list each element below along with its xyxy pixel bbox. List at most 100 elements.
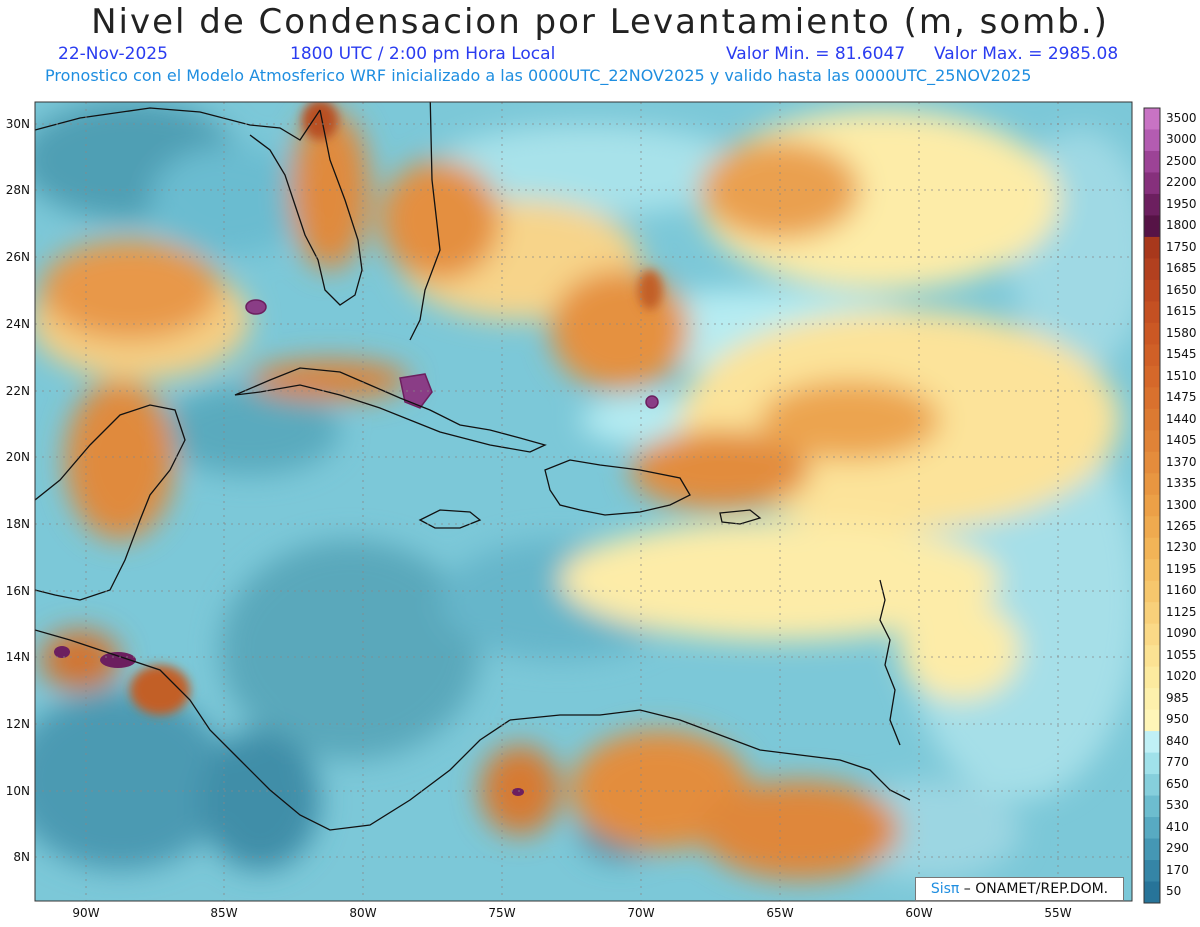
colorbar-cell: [1144, 408, 1160, 431]
colorbar-level-label: 170: [1166, 862, 1189, 877]
lon-label: 90W: [72, 906, 99, 920]
colorbar-level-label: 1125: [1166, 604, 1197, 619]
colorbar-level-label: 1800: [1166, 218, 1197, 233]
colorbar-level-label: 1440: [1166, 411, 1197, 426]
colorbar-level-label: 1685: [1166, 261, 1197, 276]
min-value: Valor Min. = 81.6047: [726, 44, 906, 64]
colorbar-level-label: 770: [1166, 755, 1189, 770]
colorbar-level-label: 1195: [1166, 561, 1197, 576]
colorbar-cell: [1144, 881, 1160, 904]
lat-label: 26N: [6, 250, 30, 264]
forecast-note: Pronostico con el Modelo Atmosferico WRF…: [45, 66, 1032, 85]
colorbar-level-label: 290: [1166, 841, 1189, 856]
colorbar-cell: [1144, 236, 1160, 259]
colorbar-level-label: 1650: [1166, 282, 1197, 297]
lon-label: 75W: [488, 906, 515, 920]
lat-label: 12N: [6, 717, 30, 731]
colorbar-level-label: 1750: [1166, 239, 1197, 254]
lat-label: 22N: [6, 384, 30, 398]
colorbar-level-label: 2200: [1166, 175, 1197, 190]
colorbar-cell: [1144, 258, 1160, 281]
colorbar-cell: [1144, 451, 1160, 474]
longitude-labels: 90W 85W 80W 75W 70W 65W 60W 55W: [72, 906, 1071, 920]
colorbar-cell: [1144, 193, 1160, 216]
colorbar-level-label: 2500: [1166, 153, 1197, 168]
colorbar-cell: [1144, 387, 1160, 410]
credit-box: Sisπ – ONAMET/REP.DOM.: [915, 877, 1124, 901]
lat-label: 24N: [6, 317, 30, 331]
colorbar-cell: [1144, 688, 1160, 711]
colorbar-level-label: 1230: [1166, 540, 1197, 555]
colorbar-cell: [1144, 774, 1160, 797]
colorbar-cell: [1144, 129, 1160, 152]
colorbar-level-label: 1950: [1166, 196, 1197, 211]
colorbar-level-label: 1160: [1166, 583, 1197, 598]
colorbar-level-label: 950: [1166, 712, 1189, 727]
colorbar-cell: [1144, 580, 1160, 603]
lat-label: 28N: [6, 183, 30, 197]
colorbar-cell: [1144, 215, 1160, 238]
colorbar-cell: [1144, 279, 1160, 302]
lon-label: 60W: [905, 906, 932, 920]
colorbar-cell: [1144, 559, 1160, 582]
colorbar-cell: [1144, 473, 1160, 496]
colorbar-level-label: 1020: [1166, 669, 1197, 684]
colorbar-cell: [1144, 709, 1160, 732]
colorbar-cell: [1144, 537, 1160, 560]
colorbar-level-label: 1545: [1166, 347, 1197, 362]
colorbar-level-label: 1510: [1166, 368, 1197, 383]
colorbar-level-label: 1055: [1166, 647, 1197, 662]
colorbar-cell: [1144, 365, 1160, 388]
colorbar-cell: [1144, 494, 1160, 517]
colorbar-level-label: 1580: [1166, 325, 1197, 340]
graticule: [35, 102, 1132, 901]
colorbar-cell: [1144, 602, 1160, 625]
colorbar-cell: [1144, 516, 1160, 539]
colorbar-cell: [1144, 172, 1160, 195]
colorbar-level-label: 840: [1166, 733, 1189, 748]
lat-label: 8N: [13, 850, 30, 864]
colorbar-cell: [1144, 301, 1160, 324]
colorbar-level-label: 410: [1166, 819, 1189, 834]
sispi-logo: Sisπ: [930, 881, 960, 897]
colorbar-level-label: 1405: [1166, 433, 1197, 448]
lon-label: 55W: [1044, 906, 1071, 920]
colorbar-cell: [1144, 430, 1160, 453]
colorbar-cell: [1144, 322, 1160, 345]
colorbar-level-label: 1090: [1166, 626, 1197, 641]
colorbar-level-label: 530: [1166, 798, 1189, 813]
colorbar-level-label: 1300: [1166, 497, 1197, 512]
lat-label: 20N: [6, 450, 30, 464]
lat-label: 30N: [6, 117, 30, 131]
lat-label: 18N: [6, 517, 30, 531]
lon-label: 80W: [349, 906, 376, 920]
colorbar-level-label: 3000: [1166, 132, 1197, 147]
colorbar-level-label: 50: [1166, 884, 1182, 899]
latitude-labels: 30N 28N 26N 24N 22N 20N 18N 16N 14N 12N …: [6, 117, 30, 864]
colorbar-level-label: 1335: [1166, 476, 1197, 490]
lon-label: 70W: [627, 906, 654, 920]
colorbar-cell: [1144, 860, 1160, 883]
colorbar-cell: [1144, 838, 1160, 861]
colorbar-cell: [1144, 752, 1160, 775]
colorbar-level-label: 1265: [1166, 518, 1197, 533]
colorbar-cell: [1144, 645, 1160, 668]
colorbar-level-label: 1370: [1166, 454, 1197, 469]
condensation-level-field: [35, 102, 1132, 901]
max-value: Valor Max. = 2985.08: [934, 44, 1119, 64]
lat-label: 10N: [6, 784, 30, 798]
colorbar-level-label: 985: [1166, 690, 1189, 705]
colorbar-frame: [1143, 107, 1161, 904]
colorbar-cell: [1144, 731, 1160, 754]
lat-label: 14N: [6, 650, 30, 664]
colorbar-cell: [1144, 623, 1160, 646]
colorbar-level-label: 3500: [1166, 110, 1197, 125]
colorbar-cell: [1144, 817, 1160, 840]
coastlines: [35, 102, 911, 831]
colorbar-cell: [1144, 150, 1160, 173]
colorbar-cell: [1144, 108, 1160, 130]
colorbar-level-label: 1475: [1166, 390, 1197, 405]
forecast-time: 1800 UTC / 2:00 pm Hora Local: [290, 44, 556, 64]
lon-label: 85W: [210, 906, 237, 920]
